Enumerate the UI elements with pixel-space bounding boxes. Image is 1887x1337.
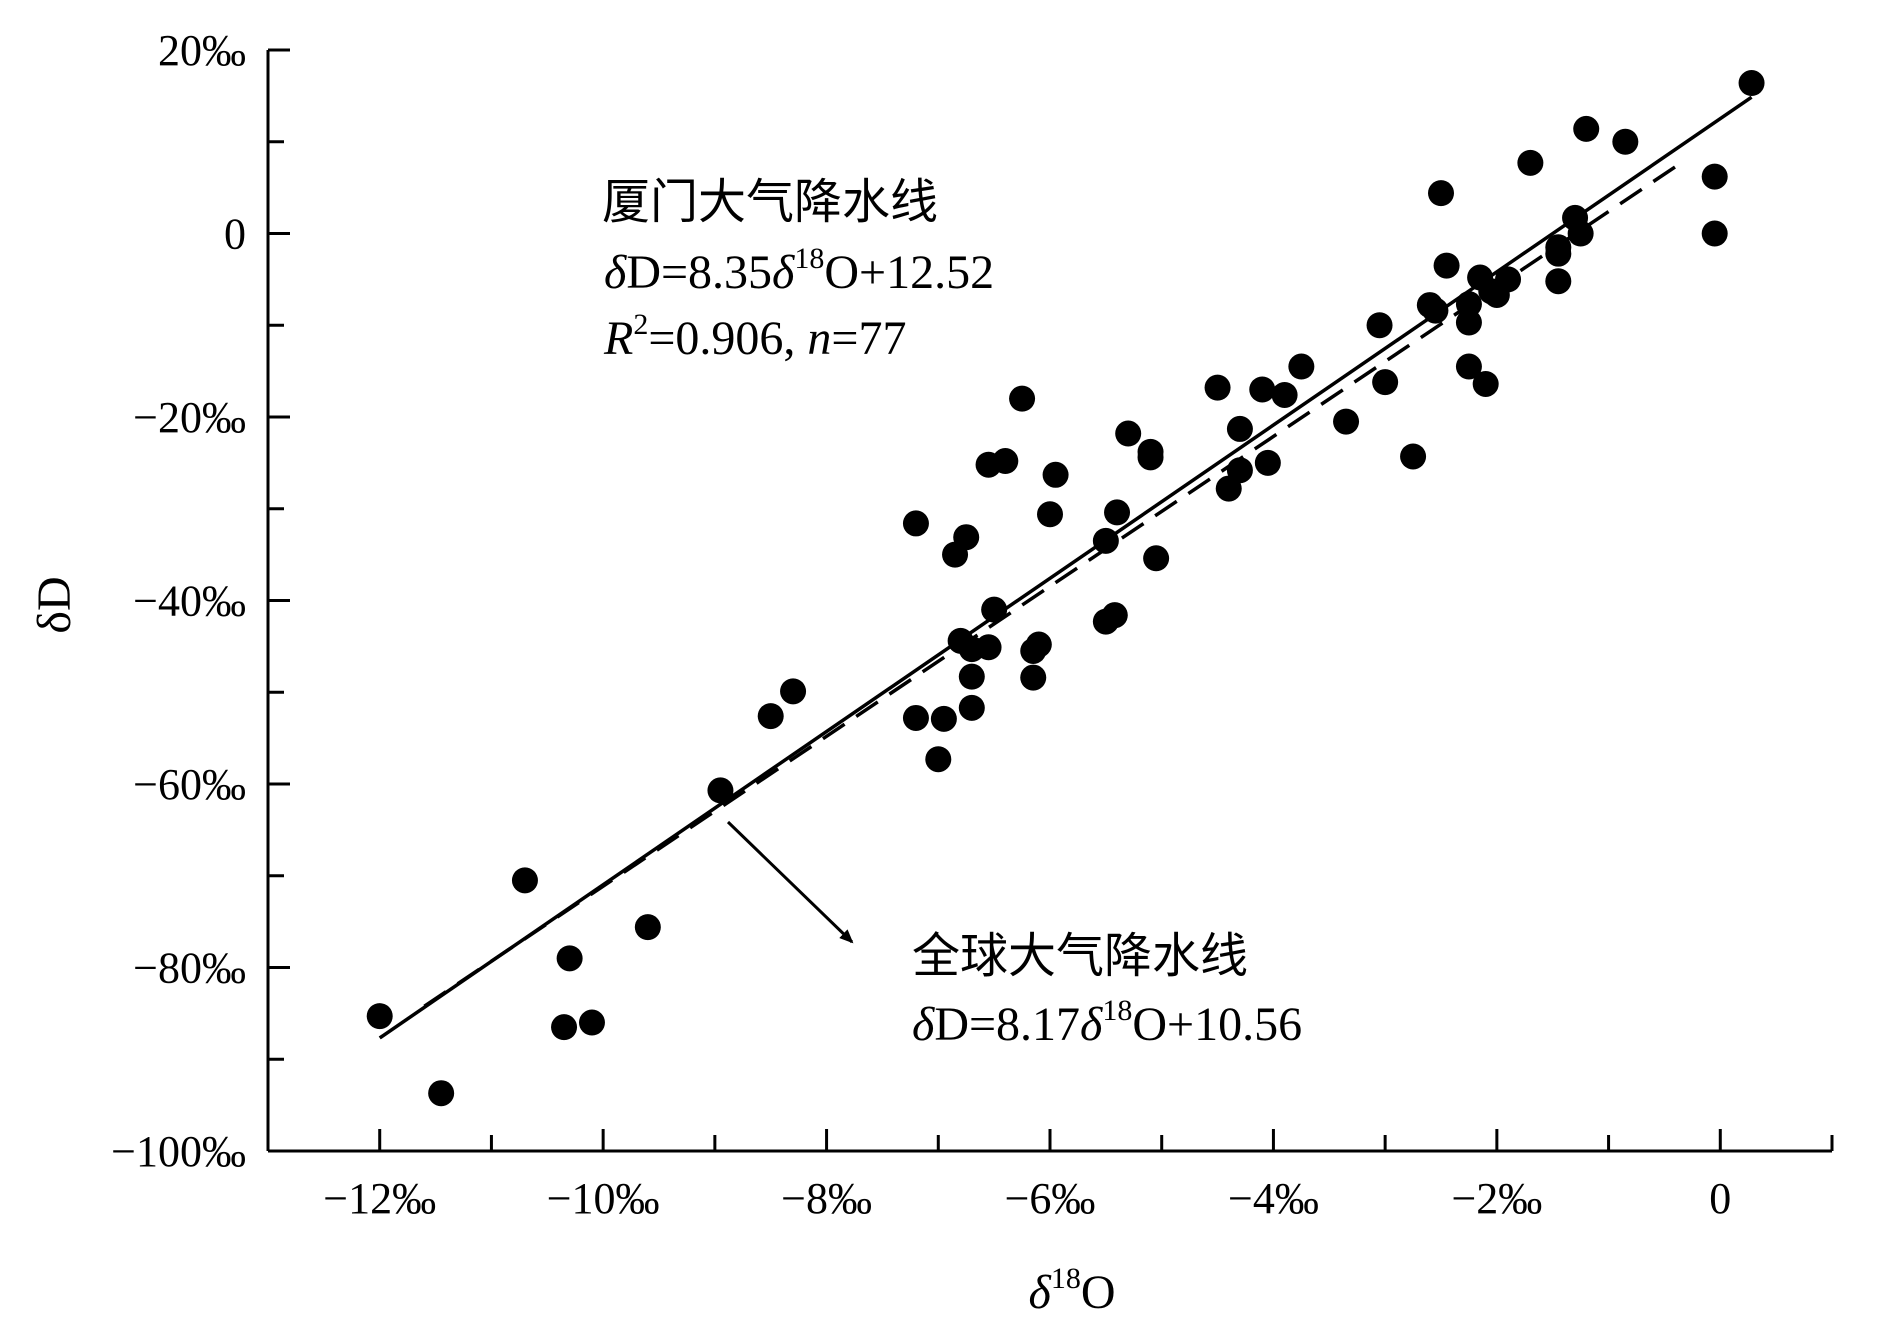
data-point <box>1573 115 1600 142</box>
data-point <box>1226 415 1253 442</box>
global-line-equation: δD=8.17δ18O+10.56 <box>912 994 1302 1051</box>
x-tick-label: −2‰ <box>1451 1174 1542 1223</box>
data-point <box>925 746 952 773</box>
data-point <box>1115 420 1142 447</box>
data-point <box>1101 602 1128 629</box>
data-point <box>1455 291 1482 318</box>
data-point <box>1372 369 1399 396</box>
data-point <box>902 510 929 537</box>
data-point <box>1009 385 1036 412</box>
xiamen-line-stats: R2=0.906, n=77 <box>603 308 906 365</box>
data-point <box>1433 252 1460 279</box>
xiamen-meteoric-water-line <box>378 95 1753 1040</box>
data-point <box>366 1003 393 1030</box>
data-point <box>981 596 1008 623</box>
x-tick-label: 0 <box>1709 1174 1731 1223</box>
data-point <box>780 678 807 705</box>
data-points <box>366 70 1765 1107</box>
data-point <box>1455 309 1482 336</box>
data-point <box>1472 370 1499 397</box>
data-point <box>428 1080 455 1107</box>
data-point <box>1288 353 1315 380</box>
data-point <box>930 705 957 732</box>
y-tick-label: −60‰ <box>133 760 246 809</box>
data-point <box>958 694 985 721</box>
y-tick-label: −20‰ <box>133 393 246 442</box>
data-point <box>1249 376 1276 403</box>
y-tick-label: −100‰ <box>111 1127 246 1176</box>
y-axis-ticks: 20‰ 0 −20‰ −40‰ −60‰ −80‰ −100‰ <box>111 26 290 1176</box>
data-point <box>1204 374 1231 401</box>
data-point <box>1104 499 1131 526</box>
data-point <box>1020 664 1047 691</box>
data-point <box>1701 163 1728 190</box>
y-tick-label: 20‰ <box>158 26 246 75</box>
data-point <box>1567 220 1594 247</box>
data-point <box>958 663 985 690</box>
data-point <box>1495 266 1522 293</box>
data-point <box>992 448 1019 475</box>
data-point <box>1545 240 1572 267</box>
y-tick-label: 0 <box>224 210 246 259</box>
data-point <box>1545 268 1572 295</box>
data-point <box>1738 70 1765 97</box>
x-tick-label: −12‰ <box>323 1174 436 1223</box>
data-point <box>1455 353 1482 380</box>
data-point <box>1517 149 1544 176</box>
data-point <box>1400 443 1427 470</box>
data-point <box>757 703 784 730</box>
data-point <box>1271 381 1298 408</box>
x-axis-title: δ18O <box>1029 1262 1116 1319</box>
global-line-arrow <box>726 820 854 944</box>
data-point <box>1226 457 1253 484</box>
data-point <box>975 634 1002 661</box>
y-tick-label: −80‰ <box>133 944 246 993</box>
data-point <box>511 867 538 894</box>
data-point <box>902 704 929 731</box>
data-point <box>1366 312 1393 339</box>
global-annotation: 全球大气降水线 δD=8.17δ18O+10.56 <box>726 820 1302 1051</box>
data-point <box>1137 444 1164 471</box>
xiamen-annotation: 厦门大气降水线 δD=8.35δ18O+12.52 R2=0.906, n=77 <box>602 174 994 365</box>
x-tick-label: −8‰ <box>781 1174 872 1223</box>
data-point <box>1254 449 1281 476</box>
y-tick-label: −40‰ <box>133 577 246 626</box>
data-point <box>551 1014 578 1041</box>
data-point <box>1025 631 1052 658</box>
data-point <box>1333 408 1360 435</box>
x-tick-label: −4‰ <box>1228 1174 1319 1223</box>
data-point <box>1612 128 1639 155</box>
fit-lines <box>378 95 1753 1040</box>
x-tick-label: −10‰ <box>547 1174 660 1223</box>
data-point <box>556 945 583 972</box>
data-point <box>1428 180 1454 207</box>
y-axis-title: δD <box>28 576 81 633</box>
axes <box>266 50 1832 1153</box>
data-point <box>1037 501 1063 528</box>
data-point <box>1701 220 1728 247</box>
xiamen-line-equation: δD=8.35δ18O+12.52 <box>604 242 994 299</box>
x-axis-ticks: −12‰ −10‰ −8‰ −6‰ −4‰ −2‰ 0 <box>266 1129 1834 1223</box>
data-point <box>1422 297 1449 324</box>
x-tick-label: −6‰ <box>1005 1174 1096 1223</box>
global-line-title: 全球大气降水线 <box>912 928 1248 984</box>
data-point <box>953 524 980 551</box>
data-point <box>1042 461 1069 488</box>
data-point <box>1092 527 1119 554</box>
xiamen-line-title: 厦门大气降水线 <box>602 174 938 230</box>
data-point <box>578 1009 605 1036</box>
data-point <box>1143 545 1170 572</box>
data-point <box>707 777 734 804</box>
data-point <box>634 914 661 941</box>
